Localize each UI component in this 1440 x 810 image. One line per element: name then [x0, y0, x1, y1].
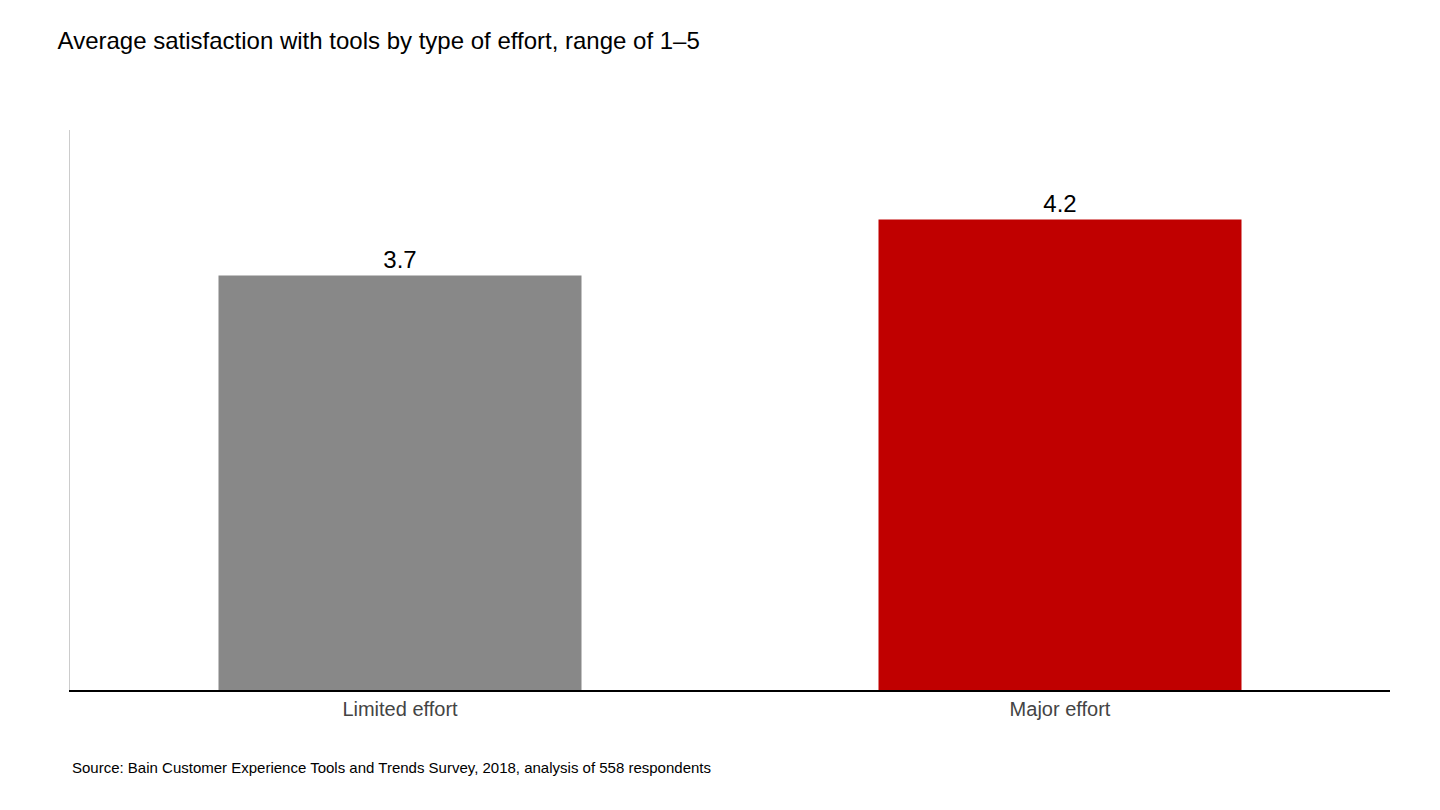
svg-text:Source: Bain Customer Experien: Source: Bain Customer Experience Tools a… — [72, 759, 711, 776]
svg-text:3.7: 3.7 — [383, 246, 416, 273]
svg-text:Limited effort: Limited effort — [342, 698, 458, 720]
svg-text:Major effort: Major effort — [1010, 698, 1111, 720]
svg-text:4.2: 4.2 — [1043, 190, 1076, 217]
svg-text:Average satisfaction with tool: Average satisfaction with tools by type … — [58, 27, 700, 54]
